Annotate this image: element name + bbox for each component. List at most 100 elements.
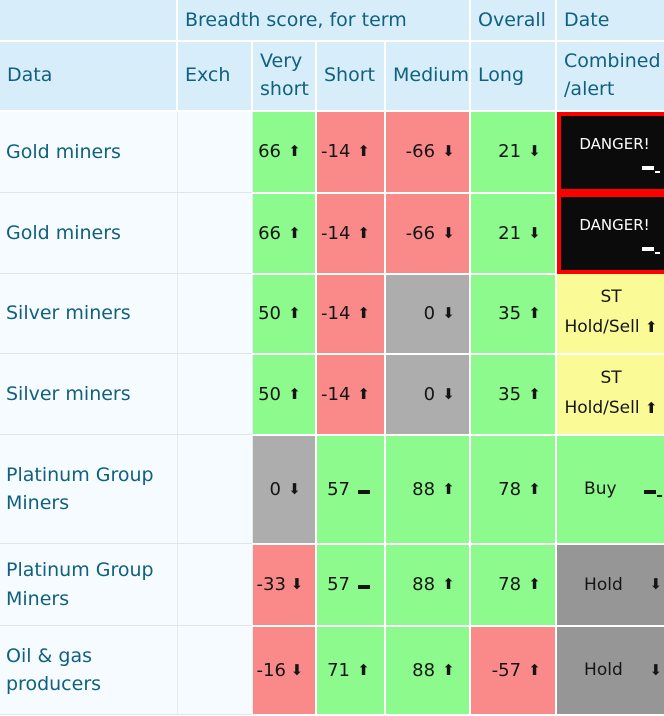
trend-down-icon: ⬇ xyxy=(528,142,541,161)
header-breadth-group: Breadth score, for term xyxy=(177,0,472,42)
score-content: -14 ⬆ xyxy=(321,384,377,405)
score-cell: -14 ⬆ xyxy=(316,192,386,275)
table-row: Platinum Group Miners 0 ⬇ 57 88 ⬆ 78 ⬆ Buy xyxy=(0,434,664,545)
score-content: -14 ⬆ xyxy=(321,223,377,244)
score-content: 88 ⬆ xyxy=(390,574,462,595)
score-content: 50 ⬆ xyxy=(257,384,309,405)
trend-up-icon: ⬆ xyxy=(528,479,541,498)
alert-line2: Hold/Sell ⬆ xyxy=(564,317,658,337)
score-cell: 71 ⬆ xyxy=(316,625,386,716)
trend-up-icon: ⬆ xyxy=(645,399,658,417)
col-header-medium: Medium xyxy=(385,41,472,112)
score-cell: 35 ⬆ xyxy=(470,353,558,436)
trend-down-icon: ⬇ xyxy=(649,575,663,593)
score-content: 66 ⬆ xyxy=(257,223,309,244)
combined-alert-cell: Hold ⬇ xyxy=(556,543,664,627)
trend-up-icon: ⬆ xyxy=(288,304,301,322)
score-cell: -66 ⬇ xyxy=(385,111,472,194)
score-content: 50 ⬆ xyxy=(257,303,309,324)
alert-label: Hold xyxy=(584,574,623,595)
danger-alert: DANGER! xyxy=(557,192,664,274)
score-value: 57 xyxy=(327,478,350,500)
col-header-combined-label: Combined /alert xyxy=(564,50,661,100)
exch-cell xyxy=(177,543,253,626)
exch-cell xyxy=(177,111,253,193)
score-value: -66 xyxy=(405,141,436,163)
trend-up-icon: ⬆ xyxy=(357,223,370,242)
score-value: -14 xyxy=(321,303,351,324)
score-value: 50 xyxy=(258,303,281,324)
col-header-very-short: Very short xyxy=(252,41,317,112)
table-header: Breadth score, for term Overall Date Dat… xyxy=(0,0,664,112)
trend-up-icon: ⬆ xyxy=(528,660,541,679)
trend-up-icon: ⬆ xyxy=(357,304,370,322)
combined-alert-cell: Buy xyxy=(556,434,664,545)
row-label: Gold miners xyxy=(0,111,178,193)
score-value: -14 xyxy=(321,383,351,405)
row-label: Gold miners xyxy=(0,192,178,274)
alert-line1: ST xyxy=(600,368,622,389)
flat-dash xyxy=(357,585,370,589)
alert-text: ST Hold/Sell ⬆ xyxy=(558,364,664,424)
score-value: 66 xyxy=(258,141,281,163)
trend-up-icon: ⬆ xyxy=(288,384,301,403)
score-value: -16 xyxy=(256,659,286,681)
score-value: -14 xyxy=(321,141,351,163)
score-cell: -14 ⬆ xyxy=(316,273,386,355)
flat-dash xyxy=(357,489,370,494)
score-cell: 0 ⬇ xyxy=(385,353,472,436)
score-cell: 88 ⬆ xyxy=(385,434,472,545)
alert-text: Buy xyxy=(558,479,664,499)
header-group-row: Breadth score, for term Overall Date xyxy=(0,0,664,42)
score-value: 88 xyxy=(412,659,436,681)
score-value: 35 xyxy=(498,383,522,405)
score-content: 57 xyxy=(321,479,377,500)
trend-up-icon: ⬆ xyxy=(645,318,658,336)
col-header-exch: Exch xyxy=(177,41,253,112)
trend-down-icon: ⬇ xyxy=(442,304,455,322)
flat-dash-icon xyxy=(561,163,664,173)
score-value: -14 xyxy=(321,222,351,244)
score-content: 35 ⬆ xyxy=(475,303,548,324)
score-content: 0 ⬇ xyxy=(390,384,462,405)
alert-text: Hold ⬇ xyxy=(558,575,664,595)
dash-main xyxy=(644,490,657,494)
score-value: 88 xyxy=(412,478,436,500)
score-cell: -66 ⬇ xyxy=(385,192,472,275)
trend-flat-icon xyxy=(350,577,377,592)
header-date: Date xyxy=(556,0,664,42)
exch-cell xyxy=(177,273,253,354)
score-content: 21 ⬇ xyxy=(475,223,548,244)
score-value: 78 xyxy=(498,574,522,595)
table-row: Oil & gas producers -16 ⬇ 71 ⬆ 88 ⬆ -57 ⬆ Hold ⬇ xyxy=(0,625,664,716)
danger-label: DANGER! xyxy=(579,215,650,234)
dash-sub xyxy=(655,170,661,173)
score-value: -66 xyxy=(405,222,436,244)
trend-up-icon: ⬆ xyxy=(442,660,455,679)
trend-flat-icon xyxy=(350,482,377,497)
alert-label: Buy xyxy=(584,479,617,499)
trend-down-icon: ⬇ xyxy=(528,223,541,242)
table-row: Platinum Group Miners -33 ⬇ 57 88 ⬆ 78 ⬆ Hold ⬇ xyxy=(0,543,664,627)
score-value: 21 xyxy=(498,141,522,163)
dash-main xyxy=(642,246,655,251)
table-row: Silver miners 50 ⬆ -14 ⬆ 0 ⬇ 35 ⬆ ST Hold/Sell ⬆ xyxy=(0,353,664,436)
alert-label: Hold xyxy=(584,660,623,680)
score-cell: 50 ⬆ xyxy=(252,273,317,355)
score-cell: 88 ⬆ xyxy=(385,543,472,627)
score-content: 88 ⬆ xyxy=(390,660,462,681)
score-content: 0 ⬇ xyxy=(257,479,309,500)
row-label: Silver miners xyxy=(0,353,178,435)
score-cell: -14 ⬆ xyxy=(316,353,386,436)
alert-text: ST Hold/Sell ⬆ xyxy=(558,283,664,343)
score-value: 21 xyxy=(498,222,522,244)
score-content: -16 ⬇ xyxy=(257,660,309,681)
trend-up-icon: ⬆ xyxy=(528,304,541,322)
score-value: 78 xyxy=(498,478,522,500)
trend-down-icon: ⬇ xyxy=(290,660,304,679)
exch-cell xyxy=(177,192,253,274)
row-label: Oil & gas producers xyxy=(0,625,178,715)
score-cell: -14 ⬆ xyxy=(316,111,386,194)
col-header-short: Short xyxy=(316,41,386,112)
score-value: 0 xyxy=(269,478,281,500)
